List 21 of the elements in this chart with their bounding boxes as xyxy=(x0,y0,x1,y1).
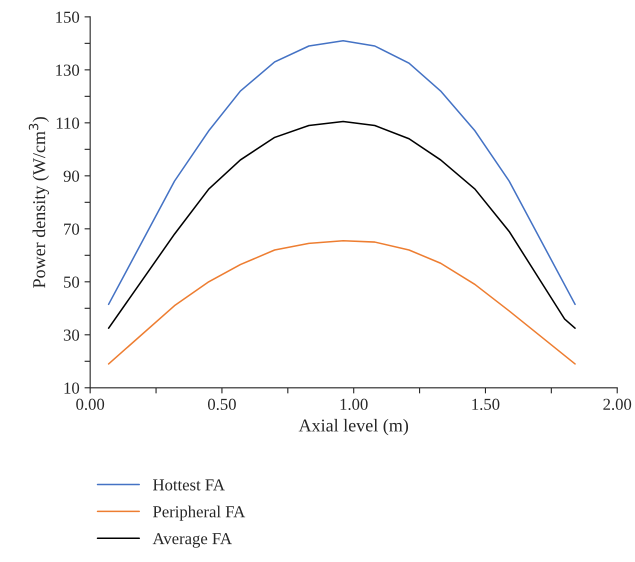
y-tick-label: 130 xyxy=(56,64,80,76)
x-axis-title: Axial level (m) xyxy=(298,418,408,436)
x-tick-label: 1.00 xyxy=(340,398,368,410)
y-tick-label: 90 xyxy=(64,170,80,182)
x-tick-label: 2.00 xyxy=(603,398,632,410)
y-tick-label: 110 xyxy=(56,118,80,129)
line-series xyxy=(108,120,576,329)
legend-label: Hottest FA xyxy=(153,479,225,490)
y-tick-label: 70 xyxy=(64,224,80,235)
x-tick-label: 0.50 xyxy=(208,398,236,410)
y-tick-label: 10 xyxy=(64,382,80,394)
legend-label: Average FA xyxy=(152,533,232,548)
y-tick-label: 50 xyxy=(64,276,80,288)
y-axis-title: Power density (W/cm$^{3}$) xyxy=(28,117,49,288)
line-series xyxy=(108,240,576,365)
line-series xyxy=(108,40,576,306)
legend-label: Peripheral FA xyxy=(153,506,246,521)
x-tick-label: 1.50 xyxy=(472,398,500,410)
y-tick-label: 150 xyxy=(56,12,80,23)
y-tick-label: 30 xyxy=(64,329,80,341)
x-tick-label: 0.00 xyxy=(76,398,104,410)
